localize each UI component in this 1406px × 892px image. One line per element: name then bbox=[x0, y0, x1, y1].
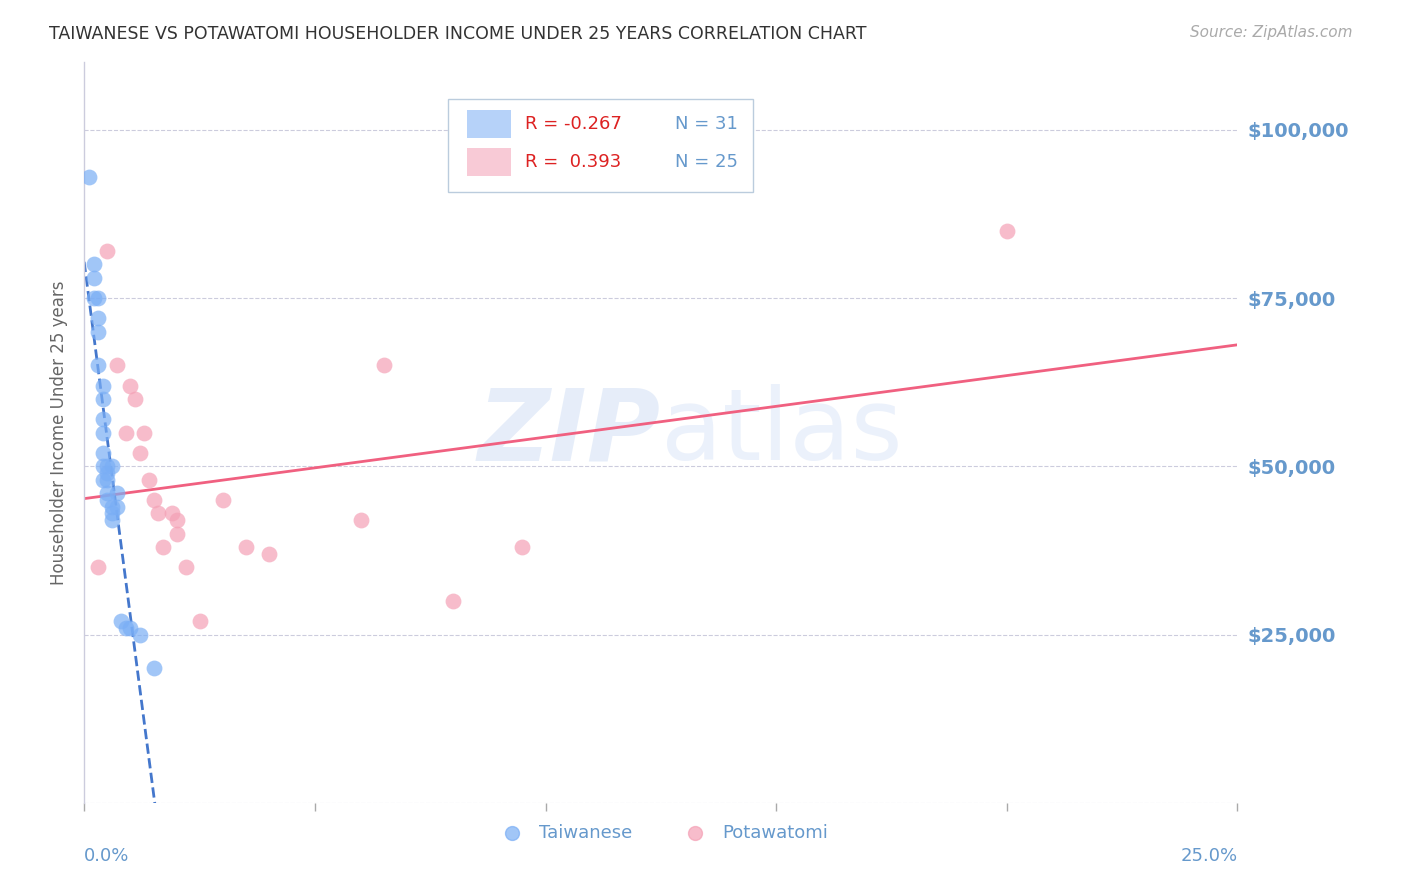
Text: N = 31: N = 31 bbox=[675, 115, 738, 133]
Point bbox=[115, 425, 138, 440]
Point bbox=[96, 473, 118, 487]
Point bbox=[96, 486, 118, 500]
Y-axis label: Householder Income Under 25 years: Householder Income Under 25 years bbox=[51, 280, 69, 585]
FancyBboxPatch shape bbox=[447, 99, 754, 192]
Point bbox=[128, 446, 150, 460]
Point bbox=[87, 359, 110, 373]
Point bbox=[134, 425, 156, 440]
Point bbox=[87, 560, 110, 574]
Text: 25.0%: 25.0% bbox=[1180, 847, 1237, 865]
Point bbox=[166, 526, 188, 541]
Point bbox=[120, 621, 142, 635]
Point bbox=[188, 614, 211, 628]
Point bbox=[96, 466, 118, 480]
Point bbox=[110, 614, 132, 628]
Point bbox=[101, 513, 124, 527]
Point bbox=[235, 540, 257, 554]
Point bbox=[160, 507, 183, 521]
Point bbox=[91, 473, 114, 487]
Point bbox=[124, 392, 146, 406]
Point bbox=[101, 500, 124, 514]
Point bbox=[142, 661, 165, 675]
Point bbox=[512, 540, 534, 554]
Point bbox=[91, 412, 114, 426]
Point bbox=[105, 500, 128, 514]
Text: R = -0.267: R = -0.267 bbox=[524, 115, 621, 133]
FancyBboxPatch shape bbox=[467, 148, 510, 177]
Point bbox=[441, 594, 464, 608]
Text: N = 25: N = 25 bbox=[675, 153, 738, 171]
Point bbox=[91, 425, 114, 440]
Point bbox=[91, 392, 114, 406]
Point bbox=[87, 291, 110, 305]
Point bbox=[101, 459, 124, 474]
Point bbox=[146, 507, 169, 521]
Point bbox=[128, 627, 150, 641]
Point bbox=[91, 446, 114, 460]
Legend: Taiwanese, Potawatomi: Taiwanese, Potawatomi bbox=[486, 817, 835, 849]
Text: Source: ZipAtlas.com: Source: ZipAtlas.com bbox=[1189, 25, 1353, 40]
Point bbox=[87, 311, 110, 326]
Point bbox=[83, 270, 105, 285]
Text: ZIP: ZIP bbox=[478, 384, 661, 481]
Point bbox=[115, 621, 138, 635]
Text: TAIWANESE VS POTAWATOMI HOUSEHOLDER INCOME UNDER 25 YEARS CORRELATION CHART: TAIWANESE VS POTAWATOMI HOUSEHOLDER INCO… bbox=[49, 25, 866, 43]
Point bbox=[96, 459, 118, 474]
Point bbox=[174, 560, 197, 574]
Point bbox=[91, 378, 114, 392]
Point bbox=[350, 513, 373, 527]
Point bbox=[138, 473, 160, 487]
Point bbox=[101, 507, 124, 521]
Point bbox=[152, 540, 174, 554]
Point bbox=[83, 291, 105, 305]
Point bbox=[87, 325, 110, 339]
Text: R =  0.393: R = 0.393 bbox=[524, 153, 621, 171]
Text: atlas: atlas bbox=[661, 384, 903, 481]
Point bbox=[91, 459, 114, 474]
FancyBboxPatch shape bbox=[467, 110, 510, 138]
Point bbox=[211, 492, 233, 507]
Point bbox=[166, 513, 188, 527]
Point bbox=[373, 359, 395, 373]
Point bbox=[995, 224, 1018, 238]
Point bbox=[77, 169, 100, 184]
Point bbox=[257, 547, 280, 561]
Point bbox=[96, 492, 118, 507]
Text: 0.0%: 0.0% bbox=[84, 847, 129, 865]
Point bbox=[120, 378, 142, 392]
Point bbox=[105, 486, 128, 500]
Point bbox=[105, 359, 128, 373]
Point bbox=[83, 257, 105, 271]
Point bbox=[96, 244, 118, 258]
Point bbox=[142, 492, 165, 507]
